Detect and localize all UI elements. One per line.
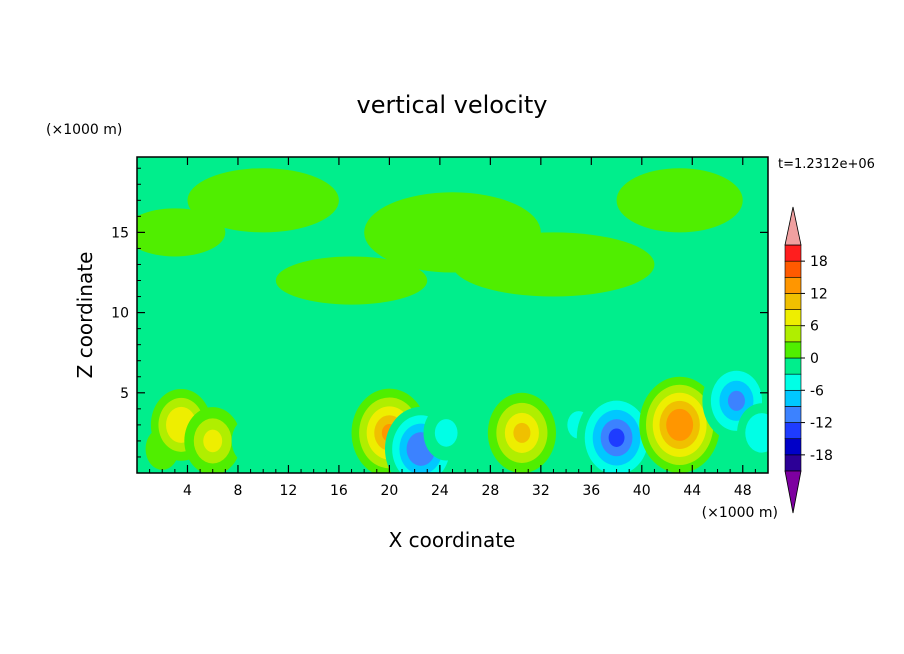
colorbar-band — [784, 454, 802, 472]
downdraft-contour — [241, 429, 261, 453]
downdraft-contour — [291, 389, 311, 413]
x-tick-label: 24 — [431, 483, 449, 499]
updraft-contour — [672, 416, 687, 433]
x-tick-label: 40 — [633, 483, 651, 499]
x-tick-label: 8 — [233, 483, 242, 499]
colorbar-tick-label: -18 — [810, 448, 833, 464]
colorbar-band — [784, 309, 802, 327]
colorbar-tick-label: 0 — [810, 351, 819, 367]
y-axis-label: Z coordinate — [73, 252, 97, 379]
x-tick-label: 12 — [280, 483, 298, 499]
downdraft-contour — [608, 428, 625, 447]
colorbar-band — [784, 389, 802, 407]
x-tick-label: 48 — [734, 483, 752, 499]
x-tick-label: 36 — [582, 483, 600, 499]
colorbar-band — [784, 341, 802, 359]
colorbar-band — [784, 406, 802, 423]
x-tick-label: 44 — [683, 483, 701, 499]
contour-field — [137, 157, 768, 473]
x-axis-label: X coordinate — [389, 528, 516, 552]
time-label: t=1.2312e+06 — [778, 157, 875, 172]
downdraft-contour — [753, 423, 768, 443]
colorbar: 18 12 6 0 -6 -12 -18 — [784, 206, 833, 514]
x-axis-unit: (×1000 m) — [702, 505, 778, 521]
updraft-contour — [203, 429, 223, 453]
y-axis: 5 10 15 — [111, 167, 768, 458]
downdraft-contour — [727, 390, 745, 411]
weak-updraft-patch — [275, 256, 428, 305]
colorbar-over-arrow — [784, 206, 802, 246]
colorbar-band — [784, 260, 802, 278]
x-tick-label: 4 — [183, 483, 192, 499]
updraft-contour — [513, 422, 531, 443]
colorbar-band — [784, 373, 802, 391]
chart-title: vertical velocity — [357, 91, 548, 119]
colorbar-tick-label: 18 — [810, 254, 828, 270]
downdraft-contour — [434, 419, 458, 447]
y-tick-label: 10 — [111, 306, 129, 322]
x-tick-label: 32 — [532, 483, 550, 499]
y-tick-label: 15 — [111, 225, 129, 241]
weak-updraft-patch — [452, 232, 655, 297]
x-axis: 4 8 12 16 20 24 28 32 36 40 44 48 — [149, 157, 756, 499]
y-tick-label: 5 — [120, 386, 129, 402]
weak-updraft-patch — [616, 168, 743, 233]
colorbar-tick-label: 12 — [810, 286, 828, 302]
colorbar-band — [784, 357, 802, 375]
colorbar-tick-label: -6 — [810, 383, 824, 399]
colorbar-band — [784, 325, 802, 343]
colorbar-tick-label: -12 — [810, 416, 833, 432]
colorbar-band — [784, 276, 802, 294]
colorbar-band — [784, 293, 802, 310]
colorbar-under-arrow — [784, 470, 802, 514]
updraft-contour — [173, 415, 189, 434]
weak-updraft-patch — [187, 168, 339, 233]
weak-updraft-patch — [137, 208, 226, 257]
downdraft-contour — [413, 440, 429, 458]
x-tick-label: 28 — [481, 483, 499, 499]
colorbar-tick-label: 6 — [810, 319, 819, 335]
colorbar-band — [784, 438, 802, 456]
colorbar-band — [784, 422, 802, 440]
x-tick-label: 20 — [380, 483, 398, 499]
x-tick-label: 16 — [330, 483, 348, 499]
y-axis-unit: (×1000 m) — [46, 122, 122, 138]
colorbar-band — [784, 244, 802, 262]
